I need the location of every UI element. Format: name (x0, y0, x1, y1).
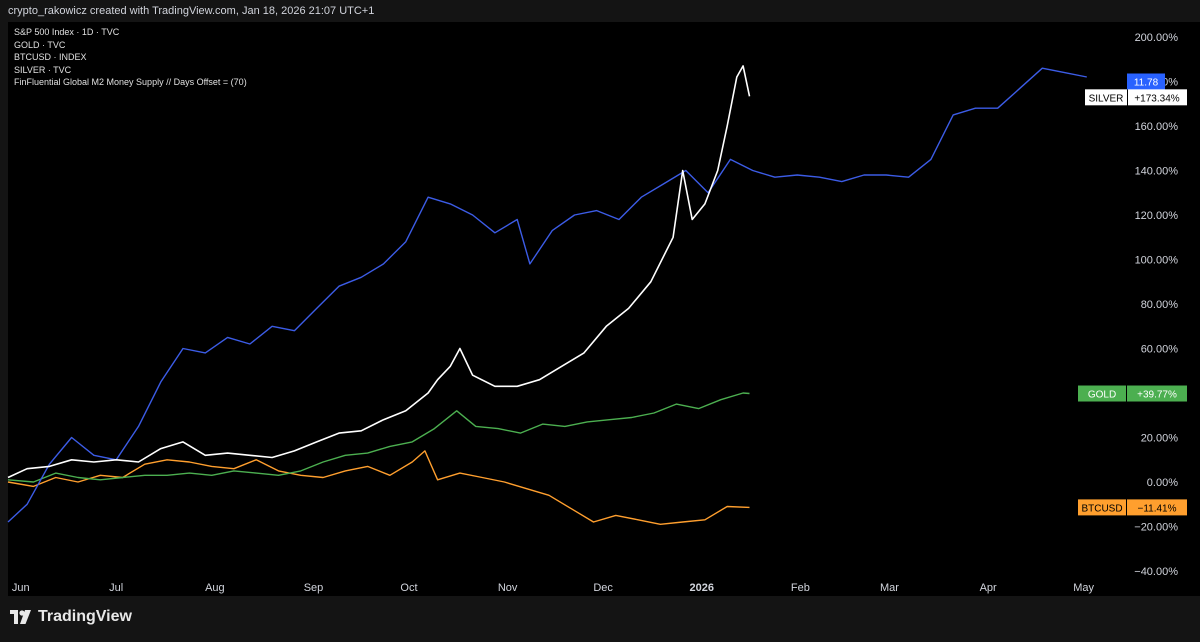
btcusd-value-label: −11.41% (1137, 503, 1176, 514)
footer-bar: TradingView (0, 596, 1200, 642)
x-tick-label: Oct (400, 582, 417, 594)
m2-value-label: 11.78 (1134, 78, 1159, 89)
silver-value-badge (1128, 89, 1187, 106)
silver-line[interactable] (7, 65, 751, 479)
btcusd-name-badge (1078, 499, 1126, 516)
btcusd-line[interactable] (7, 450, 750, 525)
y-tick-label: 80.00% (1141, 299, 1179, 311)
x-tick-label: Jul (109, 582, 123, 594)
legend: S&P 500 Index · 1D · TVC GOLD · TVC BTCU… (14, 26, 247, 89)
x-tick-label: Sep (304, 582, 324, 594)
tradingview-logo-text: TradingView (38, 608, 132, 625)
attribution-text: crypto_rakowicz created with TradingView… (8, 5, 375, 17)
y-tick-label: −40.00% (1134, 566, 1178, 578)
gold-value-badge (1127, 385, 1187, 402)
gold-line[interactable] (7, 392, 750, 483)
legend-item-spx[interactable]: S&P 500 Index · 1D · TVC (14, 27, 120, 37)
tradingview-logo[interactable]: TradingView (10, 606, 132, 628)
y-tick-label: 20.00% (1141, 433, 1179, 445)
x-tick-label: Feb (791, 582, 810, 594)
btcusd-name-label: BTCUSD (1081, 503, 1122, 514)
silver-name-label: SILVER (1089, 93, 1124, 104)
x-tick-label: Aug (205, 582, 225, 594)
m2-value-badge (1127, 73, 1165, 90)
legend-item-gold[interactable]: GOLD · TVC (14, 39, 66, 50)
legend-item-silver[interactable]: SILVER · TVC (14, 64, 72, 75)
y-tick-label: 200.00% (1135, 32, 1179, 44)
y-tick-label: 140.00% (1135, 166, 1179, 178)
tradingview-logo-icon (10, 610, 31, 624)
x-tick-label: Nov (498, 582, 518, 594)
y-tick-label: 160.00% (1135, 121, 1179, 133)
btcusd-value-badge (1127, 499, 1187, 516)
x-tick-label: May (1073, 582, 1094, 594)
gold-name-label: GOLD (1088, 390, 1116, 401)
legend-item-m2[interactable]: FinFluential Global M2 Money Supply // D… (14, 77, 247, 88)
gold-name-badge (1078, 385, 1126, 402)
y-tick-label: 0.00% (1147, 477, 1178, 489)
gold-value-label: +39.77% (1137, 390, 1177, 401)
x-tick-label: 2026 (690, 582, 714, 594)
y-tick-label: 60.00% (1141, 344, 1179, 356)
x-tick-label: Apr (980, 582, 997, 594)
m2-line[interactable] (7, 67, 1087, 523)
chart-pane[interactable] (8, 22, 1125, 596)
x-tick-label: Dec (593, 582, 613, 594)
x-tick-label: Mar (880, 582, 899, 594)
x-tick-label: Jun (12, 582, 30, 594)
silver-name-badge (1085, 89, 1127, 106)
y-tick-label: 120.00% (1135, 210, 1179, 222)
legend-item-btcusd[interactable]: BTCUSD · INDEX (14, 52, 87, 63)
y-tick-label: 100.00% (1135, 255, 1179, 267)
y-tick-label: −20.00% (1134, 522, 1178, 534)
attribution-bar: crypto_rakowicz created with TradingView… (0, 0, 1200, 22)
silver-value-label: +173.34% (1134, 93, 1179, 104)
